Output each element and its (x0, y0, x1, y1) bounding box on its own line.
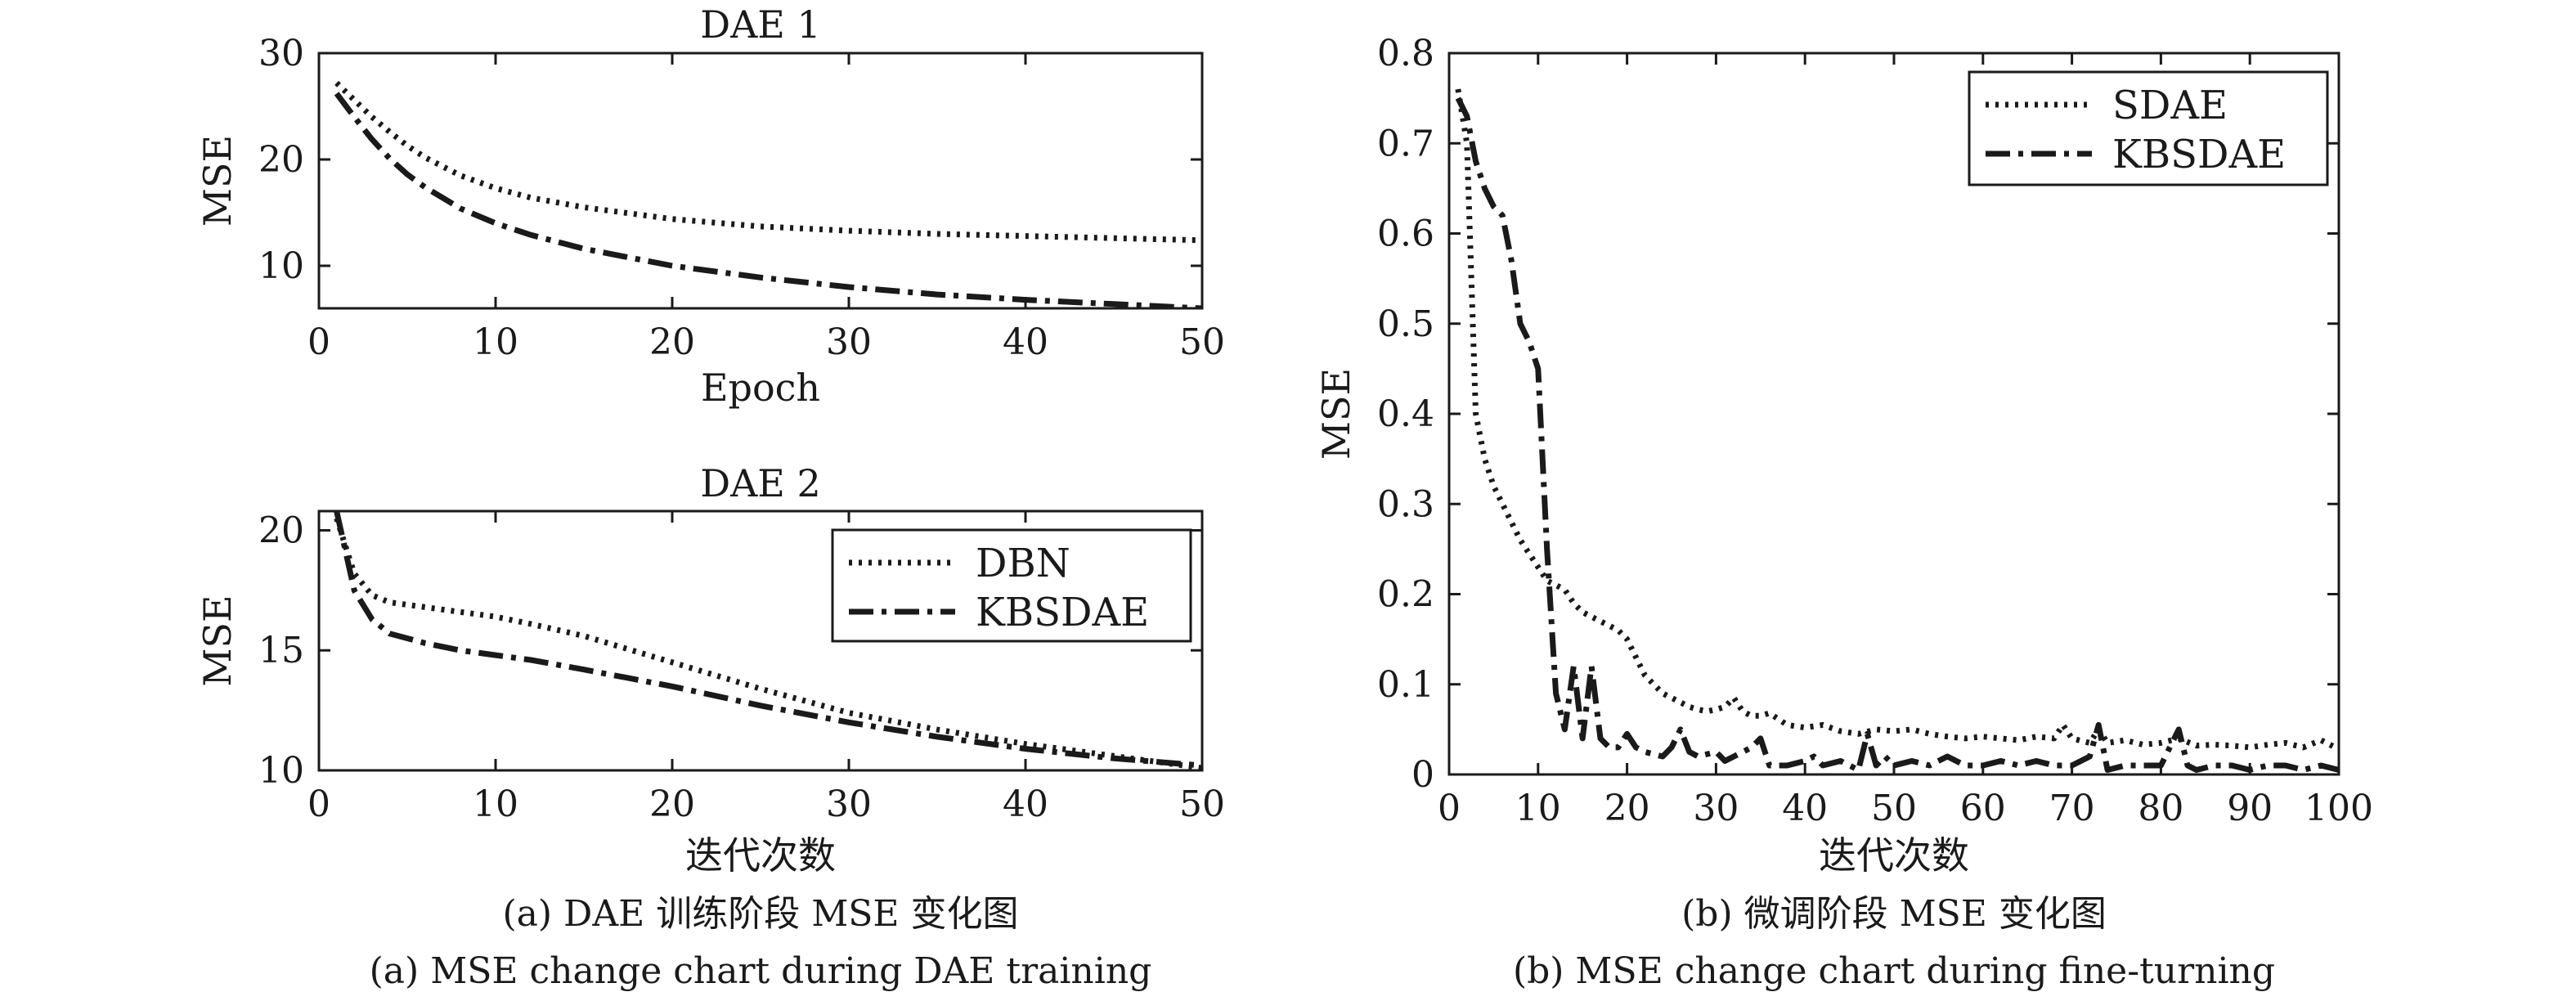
y-tick-label: 20 (258, 139, 304, 181)
y-tick-label: 10 (258, 750, 304, 792)
y-tick-label: 0.6 (1377, 213, 1434, 255)
x-tick-label: 40 (1782, 788, 1828, 829)
x-tick-label: 20 (1604, 788, 1650, 829)
y-tick-label: 0.3 (1377, 483, 1434, 525)
x-axis-label: Epoch (701, 366, 820, 410)
x-tick-label: 90 (2227, 788, 2273, 829)
x-tick-label: 20 (649, 783, 695, 825)
chart-title: DAE 1 (700, 2, 821, 47)
legend-label: KBSDAE (2112, 132, 2286, 177)
x-tick-label: 30 (826, 321, 872, 363)
x-tick-label: 10 (473, 783, 518, 825)
x-tick-label: 60 (1960, 788, 2006, 829)
y-tick-label: 0.5 (1377, 303, 1434, 345)
series-line-kbsdae (334, 92, 1202, 308)
y-tick-label: 0.8 (1377, 33, 1434, 74)
y-tick-label: 30 (258, 33, 304, 74)
x-tick-label: 10 (473, 321, 518, 363)
y-tick-label: 10 (258, 245, 304, 287)
series-line-dbn (334, 80, 1202, 244)
y-tick-label: 0 (1411, 754, 1434, 796)
series-line-dbn (334, 517, 1202, 770)
y-tick-label: 0.7 (1377, 123, 1434, 164)
x-tick-label: 10 (1515, 788, 1561, 829)
series-line-kbsdae (1455, 97, 2339, 773)
y-tick-label: 0.2 (1377, 574, 1434, 616)
legend-box (1968, 70, 2329, 186)
x-tick-label: 30 (1693, 788, 1739, 829)
legend-label: DBN (976, 541, 1070, 586)
y-tick-label: 0.4 (1377, 393, 1434, 435)
x-axis-label: 迭代次数 (1819, 833, 1969, 878)
caption-right-en: (b) MSE change chart during fine-turning (1513, 950, 2275, 992)
x-tick-label: 20 (649, 321, 695, 363)
y-axis-label: MSE (195, 135, 240, 227)
x-tick-label: 40 (1003, 321, 1048, 363)
x-tick-label: 100 (2304, 788, 2373, 829)
x-tick-label: 50 (1179, 783, 1225, 825)
y-tick-label: 0.1 (1377, 664, 1434, 706)
x-tick-label: 0 (307, 321, 330, 363)
x-tick-label: 0 (307, 783, 330, 825)
legend-label: SDAE (2112, 83, 2228, 128)
series-line-sdae (1455, 88, 2339, 752)
caption-right-cn: (b) 微调阶段 MSE 变化图 (1681, 893, 2107, 935)
y-axis-label: MSE (195, 595, 240, 686)
y-tick-label: 20 (258, 509, 304, 551)
x-tick-label: 70 (2049, 788, 2095, 829)
legend-label: KBSDAE (976, 590, 1149, 635)
chart-title: DAE 2 (700, 461, 821, 505)
x-tick-label: 40 (1003, 783, 1048, 825)
caption-left-en: (a) MSE change chart during DAE training (370, 950, 1152, 992)
x-tick-label: 0 (1438, 788, 1461, 829)
plot-frame (317, 52, 1204, 310)
legend-box (831, 528, 1192, 643)
y-tick-label: 15 (258, 630, 304, 671)
plot-frame (317, 509, 1204, 772)
x-tick-label: 80 (2138, 788, 2183, 829)
y-axis-label: MSE (1314, 368, 1358, 460)
series-line-kbsdae (334, 511, 1202, 769)
x-tick-label: 50 (1179, 321, 1225, 363)
caption-left-cn: (a) DAE 训练阶段 MSE 变化图 (503, 893, 1019, 935)
chart-finetune: 0 10 20 30 40 50 60 70 80 90 100 0 0.1 0.2 0.3 0.4 0.5 0.… (1314, 33, 2373, 878)
x-tick-label: 30 (826, 783, 872, 825)
x-tick-label: 50 (1871, 788, 1917, 829)
x-axis-label: 迭代次数 (685, 833, 836, 878)
